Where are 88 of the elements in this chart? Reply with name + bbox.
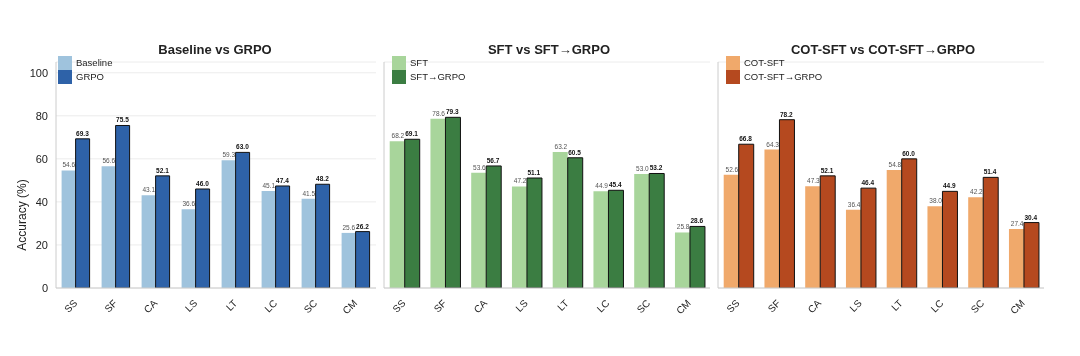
bar <box>355 231 371 288</box>
bar <box>819 175 836 288</box>
y-axis-title: Accuracy (%) <box>15 178 29 253</box>
x-tick-label: LS <box>182 297 200 314</box>
bar <box>927 206 943 288</box>
x-tick-label: LS <box>513 297 531 314</box>
bar <box>444 116 461 288</box>
x-tick-label: LT <box>223 297 240 314</box>
bar <box>634 173 650 288</box>
bar <box>593 191 609 288</box>
x-tick-label: SC <box>634 297 653 316</box>
bar <box>845 209 861 288</box>
x-tick-label: LS <box>847 297 865 314</box>
bar <box>141 195 156 288</box>
chart-title: COT-SFT vs COT-SFT→GRPO <box>789 42 977 57</box>
bar <box>968 197 984 288</box>
bar <box>941 190 958 288</box>
x-tick-label: SF <box>431 297 449 315</box>
x-tick-label: SS <box>390 297 408 315</box>
y-tick-label: 60 <box>35 152 48 165</box>
bar <box>404 138 421 288</box>
bar <box>1008 229 1024 288</box>
bar <box>195 188 211 288</box>
bar <box>315 183 331 288</box>
x-tick-label: SS <box>62 297 80 315</box>
bar <box>526 177 543 288</box>
legend-label: GRPO <box>76 70 104 82</box>
bar <box>235 151 251 288</box>
x-tick-label: SC <box>301 297 320 316</box>
y-tick-label: 80 <box>35 109 48 122</box>
y-tick-label: 0 <box>41 281 48 294</box>
y-tick-label: 20 <box>35 238 48 251</box>
bar <box>607 189 624 288</box>
bar <box>723 174 739 288</box>
x-tick-label: CM <box>674 297 693 317</box>
bar <box>471 172 487 288</box>
bar <box>1023 222 1040 288</box>
x-tick-label: CA <box>141 297 160 316</box>
legend-label: COT-SFT→GRPO <box>744 70 823 82</box>
x-tick-label: LT <box>555 297 571 314</box>
x-tick-label: CM <box>1008 297 1027 317</box>
x-tick-label: LC <box>594 297 612 315</box>
chart-title: Baseline vs GRPO <box>157 42 273 57</box>
bar <box>101 166 116 288</box>
bar <box>221 160 236 288</box>
x-tick-label: CA <box>805 297 824 316</box>
x-tick-label: LC <box>928 297 946 315</box>
bar <box>275 185 291 288</box>
bar <box>181 209 196 288</box>
x-tick-label: SC <box>968 297 987 316</box>
x-tick-label: CA <box>471 297 490 316</box>
x-tick-label: LT <box>889 297 905 314</box>
x-tick-label: SF <box>765 297 783 315</box>
bar <box>75 138 91 288</box>
bar <box>648 172 665 288</box>
y-tick-label: 40 <box>35 195 48 208</box>
legend-label: Baseline <box>76 56 113 68</box>
bar <box>764 149 780 288</box>
bar <box>61 170 76 288</box>
bar <box>778 119 795 288</box>
x-tick-label: SS <box>724 297 742 315</box>
bar <box>738 143 755 288</box>
bar <box>511 186 527 288</box>
bar <box>567 157 584 288</box>
legend-label: COT-SFT <box>744 56 785 68</box>
bar <box>805 186 821 288</box>
legend-label: SFT <box>410 56 428 68</box>
x-tick-label: LC <box>262 297 280 315</box>
x-tick-label: CM <box>340 297 360 317</box>
bar <box>674 232 690 288</box>
bar <box>982 176 999 288</box>
bar <box>886 170 902 288</box>
bar <box>860 187 877 288</box>
bar <box>430 118 446 288</box>
bar <box>485 165 502 288</box>
x-tick-label: SF <box>102 297 120 315</box>
bar <box>389 141 405 288</box>
y-tick-label: 100 <box>29 66 48 79</box>
bar <box>155 175 171 288</box>
bar <box>115 125 131 288</box>
chart-title: SFT vs SFT→GRPO <box>486 42 612 57</box>
bar <box>261 190 276 288</box>
bar <box>689 225 706 288</box>
bar <box>901 158 918 288</box>
bar <box>552 151 568 288</box>
bar <box>341 232 356 288</box>
legend-label: SFT→GRPO <box>410 70 466 82</box>
bar <box>301 198 316 288</box>
